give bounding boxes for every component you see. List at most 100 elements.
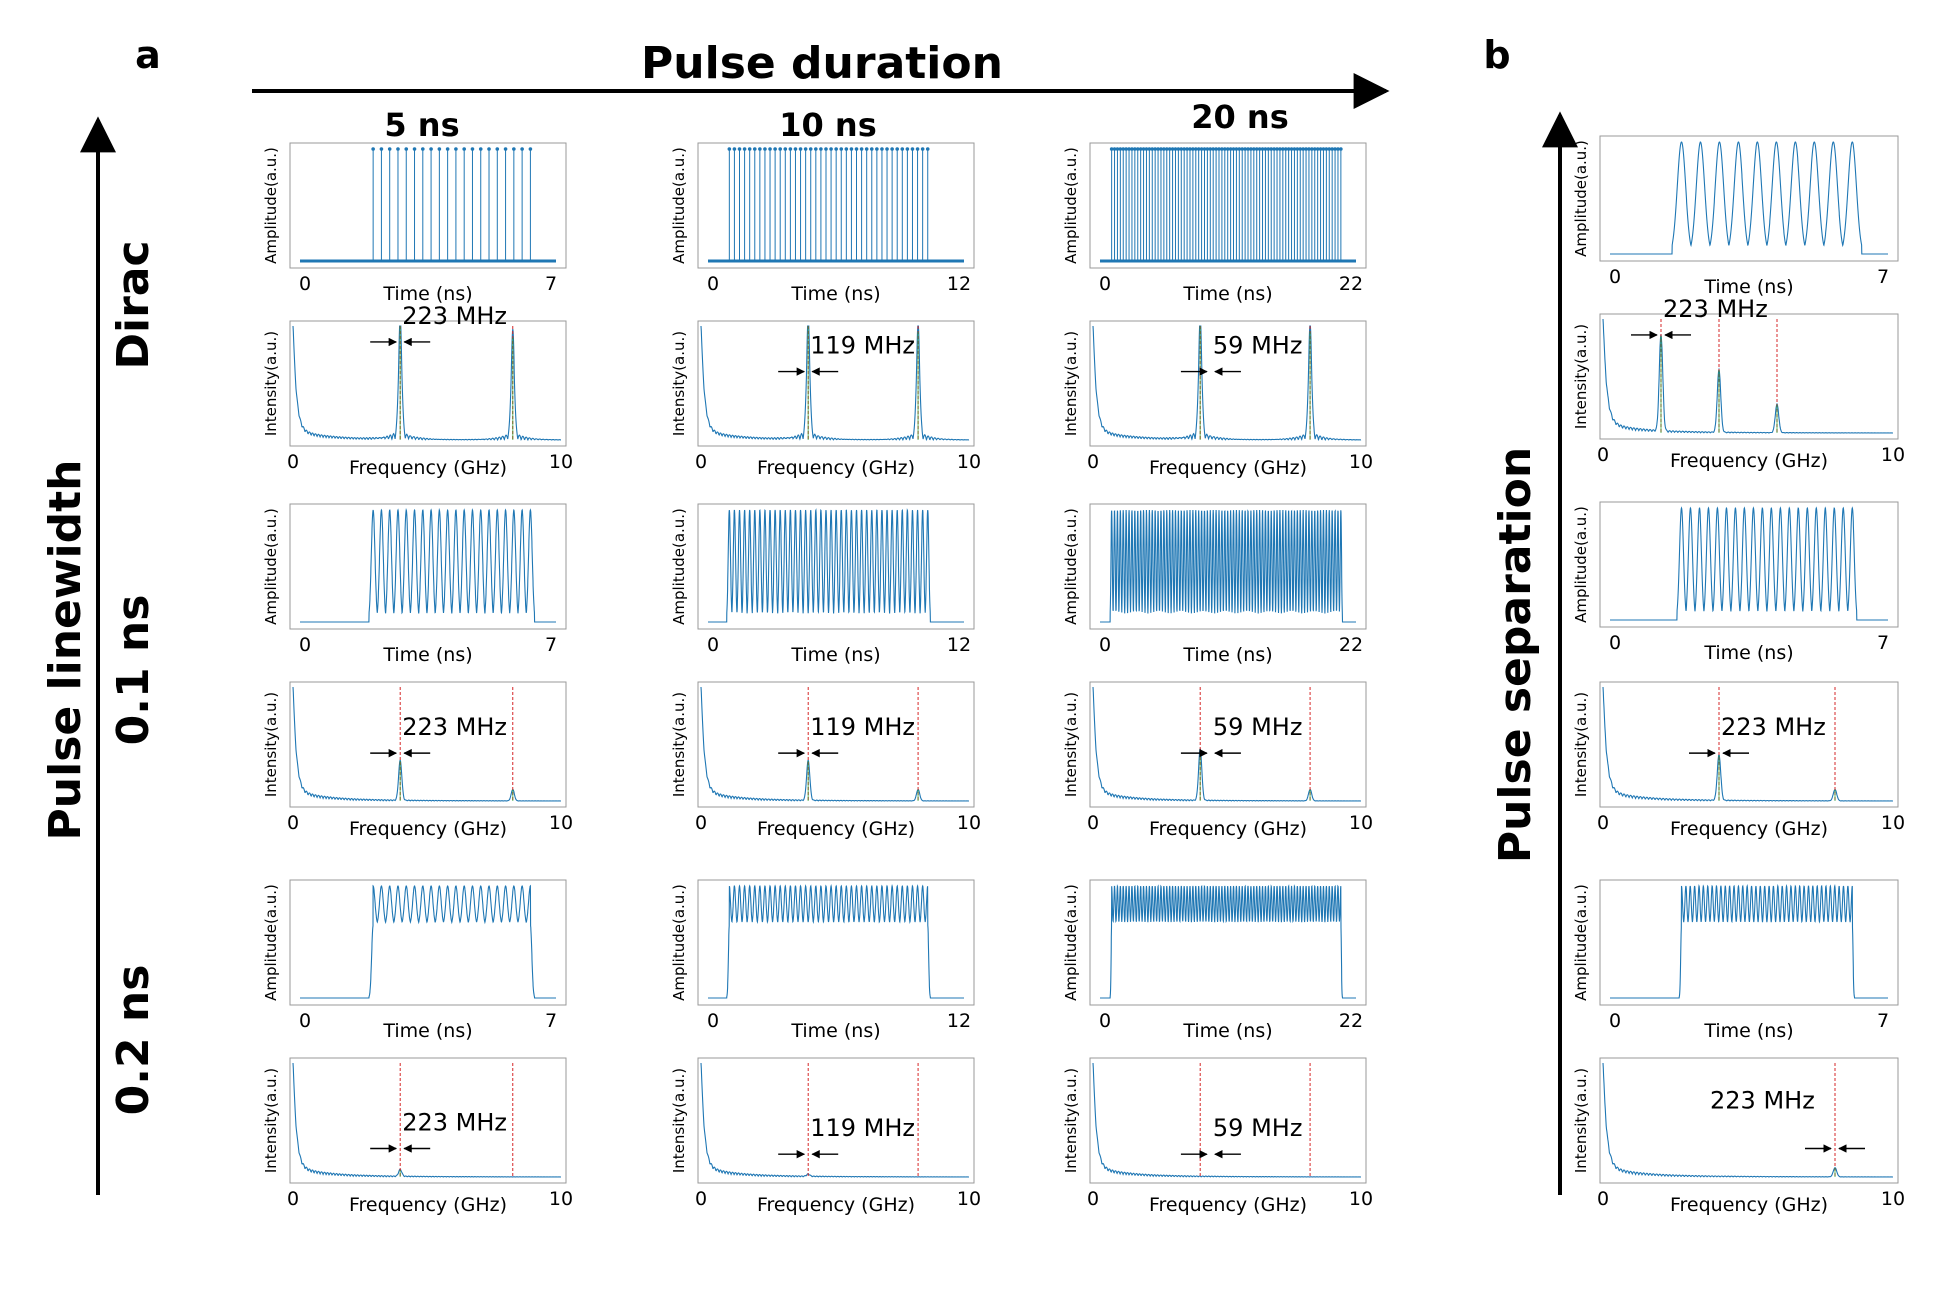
y-axis-label: Intensity(a.u.) — [1062, 1068, 1080, 1173]
x-tick-min: 0 — [1597, 444, 1609, 466]
y-axis-label: Intensity(a.u.) — [1062, 331, 1080, 436]
plot-frame — [1089, 1057, 1367, 1184]
y-axis-label: Amplitude(a.u.) — [262, 508, 280, 625]
plot-frame — [697, 681, 975, 808]
pulse-marker — [839, 147, 844, 151]
linewidth-label: 59 MHz — [1213, 1114, 1303, 1142]
pulse-marker — [1263, 147, 1268, 151]
x-tick-min: 0 — [299, 634, 311, 656]
pulse-marker — [732, 147, 737, 151]
plot-frame — [1089, 320, 1367, 447]
spectrum-line — [1602, 1062, 1893, 1178]
x-tick-max: 7 — [545, 273, 557, 295]
subplot-a-02-20f: 59 MHz 0 10 Frequency (GHz) Intensity(a.u.) — [1062, 1057, 1373, 1216]
pulse-marker — [737, 147, 742, 151]
pulse-marker — [1257, 147, 1262, 151]
x-tick-max: 10 — [1881, 812, 1905, 834]
pulse-marker — [1199, 147, 1204, 151]
linewidth-label: 223 MHz — [402, 713, 507, 741]
plot-frame — [697, 879, 975, 1006]
pulse-marker — [1188, 147, 1192, 151]
x-axis-label: Time (ns) — [382, 283, 472, 305]
y-axis-label: Intensity(a.u.) — [1572, 324, 1590, 429]
pulse-marker — [1310, 147, 1314, 151]
y-axis-label: Amplitude(a.u.) — [1062, 508, 1080, 625]
pulse-marker — [788, 147, 793, 151]
pulse-marker — [1112, 147, 1117, 151]
y-axis-label: Intensity(a.u.) — [262, 331, 280, 436]
pulse-marker — [1336, 147, 1340, 151]
pulse-marker — [1185, 147, 1189, 151]
subplot-a-01-10: 0 12 Time (ns) Amplitude(a.u.) — [670, 503, 975, 666]
pulse-marker — [1133, 147, 1137, 151]
spectrum-line — [1092, 686, 1361, 802]
col-label-20ns: 20 ns — [1191, 98, 1289, 136]
pulse-marker — [1318, 147, 1323, 151]
pulse-marker — [1144, 147, 1149, 151]
linewidth-label: 223 MHz — [1721, 713, 1826, 741]
subplot-a-01-20: 0 22 Time (ns) Amplitude(a.u.) — [1062, 503, 1367, 666]
signal-line — [1100, 509, 1356, 623]
x-tick-min: 0 — [299, 273, 311, 295]
pulse-marker — [1214, 147, 1218, 151]
pulse-marker — [445, 147, 450, 151]
x-tick-min: 0 — [707, 634, 719, 656]
x-axis-label: Frequency (GHz) — [757, 457, 915, 479]
pulse-marker — [1159, 147, 1163, 151]
pulse-marker — [875, 147, 879, 151]
signal-line — [300, 884, 556, 999]
y-axis-label: Intensity(a.u.) — [1062, 692, 1080, 797]
x-tick-min: 0 — [1609, 632, 1621, 654]
pulse-marker — [1170, 147, 1175, 151]
pulse-marker — [1135, 147, 1140, 151]
x-tick-max: 10 — [957, 1188, 981, 1210]
col-label-5ns: 5 ns — [384, 106, 459, 144]
pulse-marker — [915, 147, 920, 151]
pulse-marker — [1269, 147, 1274, 151]
pulse-marker — [437, 147, 442, 151]
pulse-marker — [1281, 147, 1285, 151]
signal-line — [1100, 884, 1356, 999]
x-tick-max: 12 — [947, 634, 971, 656]
pulse-marker — [1167, 147, 1172, 151]
pulse-marker — [520, 147, 524, 151]
pulse-marker — [808, 147, 813, 151]
pulse-marker — [1301, 147, 1305, 151]
x-tick-max: 7 — [545, 1010, 557, 1032]
pulse-marker — [727, 147, 732, 151]
linewidth-label: 223 MHz — [402, 1109, 507, 1137]
x-tick-min: 0 — [695, 812, 707, 834]
pulse-marker — [1156, 147, 1160, 151]
plot-frame — [1599, 681, 1899, 808]
subplot-b-3f: 223 MHz 0 10 Frequency (GHz) Intensity(a.u.) — [1572, 1057, 1905, 1216]
pulse-marker — [1289, 147, 1294, 151]
subplot-a-01-5f: 223 MHz 0 10 Frequency (GHz) Intensity(a.u.) — [262, 681, 573, 840]
pulse-marker — [803, 147, 808, 151]
x-axis-label: Frequency (GHz) — [349, 457, 507, 479]
subplot-a-02-5: 0 7 Time (ns) Amplitude(a.u.) — [262, 879, 567, 1042]
x-tick-min: 0 — [1087, 1188, 1099, 1210]
spectrum-line — [292, 686, 561, 802]
spectrum-line — [700, 325, 970, 442]
pulse-marker — [1150, 147, 1155, 151]
pulse-marker — [778, 147, 783, 151]
y-axis-label: Amplitude(a.u.) — [1572, 140, 1590, 257]
subplot-a-dirac-10f: 119 MHz 0 10 Frequency (GHz) Intensity(a.u.) — [670, 320, 981, 479]
x-tick-max: 10 — [549, 451, 573, 473]
pulse-marker — [763, 147, 767, 151]
x-tick-max: 10 — [549, 812, 573, 834]
x-tick-max: 12 — [947, 273, 971, 295]
x-tick-max: 22 — [1339, 1010, 1363, 1032]
x-tick-max: 7 — [1877, 266, 1889, 288]
pulse-marker — [1231, 147, 1236, 151]
x-tick-min: 0 — [287, 1188, 299, 1210]
pulse-marker — [1153, 147, 1157, 151]
x-tick-max: 10 — [957, 812, 981, 834]
pulse-linewidth-title: Pulse linewidth — [40, 460, 91, 841]
signal-line — [1610, 506, 1888, 621]
pulse-marker — [824, 147, 828, 151]
pulse-marker — [742, 147, 747, 151]
pulse-marker — [1237, 147, 1242, 151]
plot-frame — [289, 320, 567, 447]
